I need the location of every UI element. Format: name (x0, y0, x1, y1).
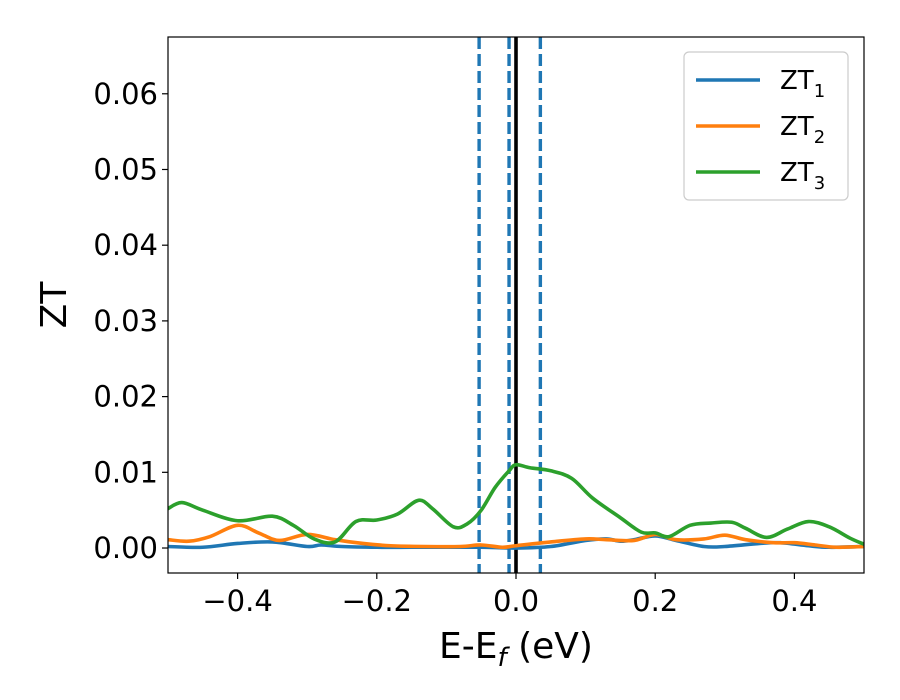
series-lines (168, 462, 864, 550)
x-axis-label: E-Ef (eV) (439, 626, 593, 673)
y-tick-label: 0.02 (93, 380, 158, 414)
x-tick-label: −0.4 (202, 584, 272, 618)
y-tick-label: 0.00 (93, 531, 158, 565)
legend-label: ZT1 (780, 66, 825, 102)
legend-label: ZT2 (780, 112, 825, 148)
legend: ZT1 ZT2 ZT3 (683, 51, 849, 201)
legend-item-zt2: ZT2 (696, 112, 825, 148)
legend-item-zt1: ZT1 (696, 66, 825, 102)
x-tick-label: −0.2 (342, 584, 412, 618)
legend-label: ZT3 (780, 158, 825, 194)
x-axis: −0.4 −0.2 0.0 0.2 0.4 (202, 573, 817, 618)
series-line-zt2 (168, 523, 864, 550)
legend-box (683, 51, 849, 201)
y-axis-label: ZT (34, 281, 75, 329)
y-axis: 0.00 0.01 0.02 0.03 0.04 0.05 0.06 (93, 77, 168, 565)
x-tick-label: 0.2 (632, 584, 678, 618)
series-line-zt3 (168, 462, 864, 547)
y-tick-label: 0.01 (93, 455, 158, 489)
y-tick-label: 0.03 (93, 304, 158, 338)
legend-item-zt3: ZT3 (696, 158, 825, 194)
y-tick-label: 0.06 (93, 77, 158, 111)
x-tick-label: 0.4 (771, 584, 817, 618)
reference-lines (477, 37, 543, 573)
series-line-zt1 (168, 534, 864, 550)
x-tick-label: 0.0 (493, 584, 539, 618)
y-tick-label: 0.05 (93, 152, 158, 186)
y-tick-label: 0.04 (93, 228, 158, 262)
